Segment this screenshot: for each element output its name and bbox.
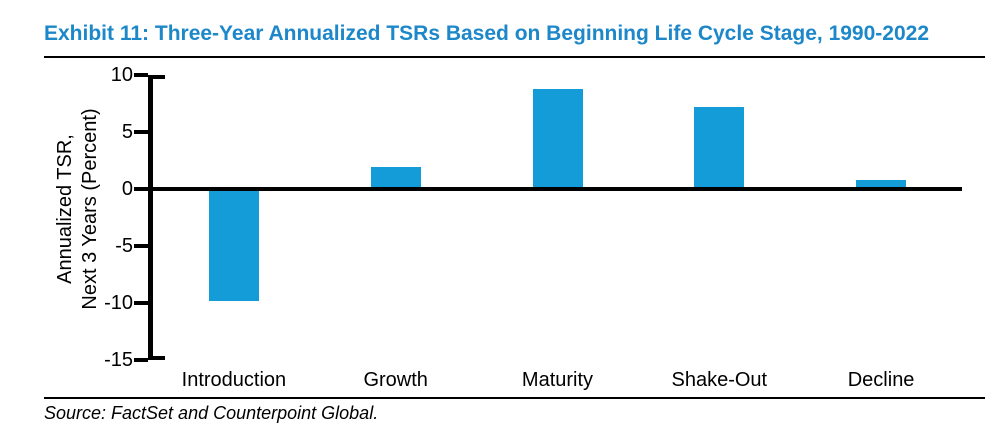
y-axis-line bbox=[148, 75, 153, 360]
page-title: Exhibit 11: Three-Year Annualized TSRs B… bbox=[44, 22, 929, 45]
bar-maturity bbox=[532, 88, 583, 189]
y-tick-label: -15 bbox=[104, 349, 133, 371]
bar-shake-out bbox=[694, 106, 745, 189]
bar-introduction bbox=[208, 189, 259, 301]
source-text: Source: FactSet and Counterpoint Global. bbox=[44, 403, 379, 423]
y-tick-mark bbox=[134, 244, 148, 248]
source-divider bbox=[44, 397, 985, 399]
x-axis-zero-line bbox=[148, 187, 962, 191]
x-axis-label-shake-out: Shake-Out bbox=[671, 369, 768, 391]
y-axis-top-cap bbox=[148, 75, 165, 79]
bar-growth bbox=[370, 167, 421, 189]
y-tick-mark bbox=[134, 73, 148, 77]
x-axis-label-growth: Growth bbox=[363, 369, 428, 391]
x-axis-label-maturity: Maturity bbox=[521, 369, 594, 391]
y-tick-label: 10 bbox=[110, 64, 133, 86]
title-divider bbox=[44, 56, 985, 58]
y-tick-label: -5 bbox=[115, 235, 133, 257]
y-tick-mark bbox=[134, 130, 148, 134]
x-axis-label-introduction: Introduction bbox=[181, 369, 287, 391]
y-tick-label: 0 bbox=[121, 178, 133, 200]
y-tick-label: 5 bbox=[121, 121, 133, 143]
x-axis-label-decline: Decline bbox=[847, 369, 915, 391]
y-tick-mark bbox=[134, 187, 148, 191]
y-axis-bottom-cap bbox=[148, 356, 165, 360]
y-tick-mark bbox=[134, 301, 148, 305]
y-tick-mark bbox=[134, 358, 148, 362]
bar-decline bbox=[856, 179, 907, 189]
y-tick-label: -10 bbox=[104, 292, 133, 314]
